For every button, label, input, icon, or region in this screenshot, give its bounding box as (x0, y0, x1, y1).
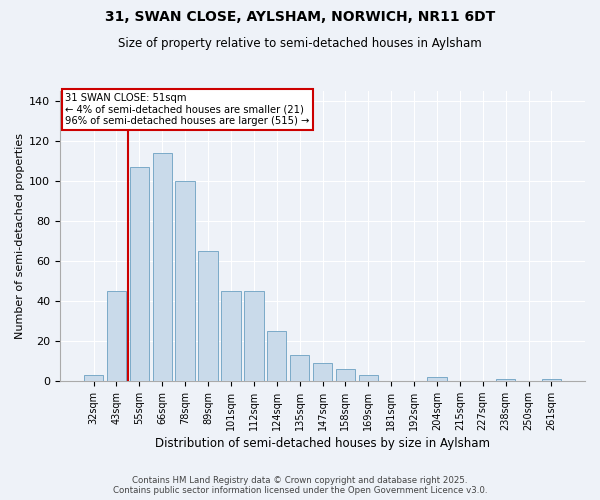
Bar (199, 251, 218, 381)
X-axis label: Distribution of semi-detached houses by size in Aylsham: Distribution of semi-detached houses by … (155, 437, 490, 450)
Bar (267, 331, 286, 381)
Bar (427, 377, 446, 381)
Bar (335, 369, 355, 381)
Text: Size of property relative to semi-detached houses in Aylsham: Size of property relative to semi-detach… (118, 38, 482, 51)
Bar (542, 379, 561, 381)
Text: Contains HM Land Registry data © Crown copyright and database right 2025.
Contai: Contains HM Land Registry data © Crown c… (113, 476, 487, 495)
Bar (290, 355, 310, 381)
Y-axis label: Number of semi-detached properties: Number of semi-detached properties (15, 133, 25, 339)
Bar (84, 375, 103, 381)
Text: 31 SWAN CLOSE: 51sqm
← 4% of semi-detached houses are smaller (21)
96% of semi-d: 31 SWAN CLOSE: 51sqm ← 4% of semi-detach… (65, 93, 310, 126)
Bar (496, 379, 515, 381)
Bar (244, 291, 263, 381)
Bar (359, 375, 378, 381)
Bar (313, 363, 332, 381)
Bar (107, 291, 126, 381)
Bar (152, 154, 172, 381)
Bar (221, 291, 241, 381)
Text: 31, SWAN CLOSE, AYLSHAM, NORWICH, NR11 6DT: 31, SWAN CLOSE, AYLSHAM, NORWICH, NR11 6… (105, 10, 495, 24)
Bar (175, 182, 195, 381)
Bar (130, 168, 149, 381)
